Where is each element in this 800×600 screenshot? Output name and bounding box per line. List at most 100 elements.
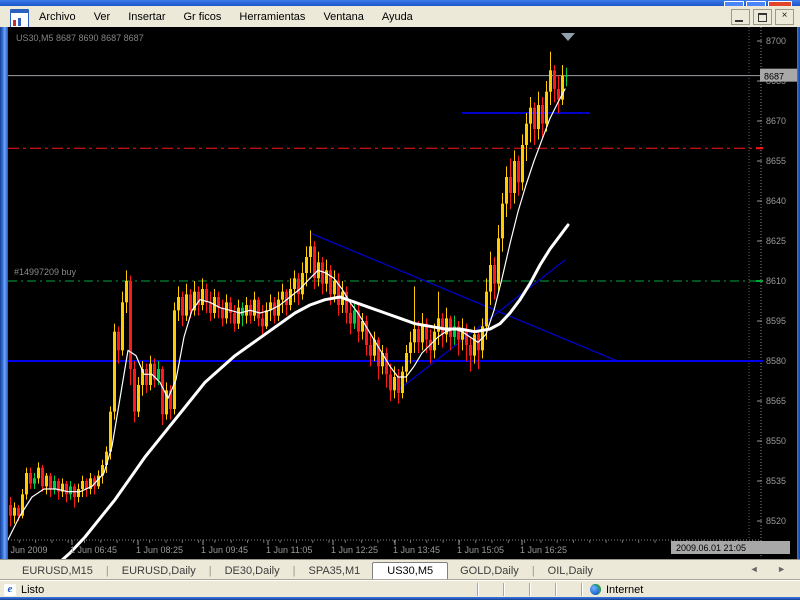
menu-item-ayuda[interactable]: Ayuda: [381, 10, 413, 23]
chart-header-quote: US30,M5 8687 8690 8687 8687: [16, 33, 144, 43]
menu-item-archivo[interactable]: Archivo: [39, 10, 76, 23]
status-left-panel: e Listo: [0, 583, 476, 596]
candle-body: [269, 302, 272, 311]
slow-ma: [59, 223, 570, 560]
candle-body: [565, 75, 568, 77]
candle-body: [353, 310, 356, 324]
candle-body: [337, 281, 340, 305]
candle-body: [509, 177, 512, 193]
menu-item-ventana[interactable]: Ventana: [323, 10, 364, 23]
price-tick-label: 8565: [766, 396, 786, 406]
candle-body: [345, 291, 348, 313]
candle-body: [33, 478, 36, 484]
candle-body: [537, 105, 540, 129]
candle-body: [393, 377, 396, 391]
tab-eurusd-m15[interactable]: EURUSD,M15: [22, 565, 93, 577]
menu-bar: Archivo Ver Insertar Gr ficos Herramientas Ve…: [0, 6, 800, 28]
candle-body: [489, 265, 492, 292]
candle-body: [189, 294, 192, 311]
window-border-left: [0, 27, 8, 559]
candle-body: [373, 339, 376, 356]
candle-body: [153, 363, 156, 380]
candle-body: [497, 238, 500, 284]
candle-body: [145, 369, 148, 385]
tab-de30-daily[interactable]: DE30,Daily: [224, 565, 280, 577]
price-tick-label: 8595: [766, 316, 786, 326]
time-tick-label: 1 Jun 08:25: [136, 545, 183, 555]
candle-body: [181, 297, 184, 316]
candle-body: [89, 478, 92, 489]
window-border-right: [797, 27, 800, 559]
tab-separator: |: [105, 564, 109, 577]
candle-body: [85, 481, 88, 489]
tab-gold-daily[interactable]: GOLD,Daily: [460, 565, 519, 577]
candle-body: [93, 478, 96, 487]
candle-body: [301, 273, 304, 295]
time-tick-label: 1 Jun 06:45: [70, 545, 117, 555]
candle-body: [325, 270, 328, 284]
candle-body: [445, 318, 448, 335]
window-border-bottom: [0, 597, 800, 600]
candle-body: [521, 145, 524, 183]
current-price-badge: [760, 68, 797, 82]
mdi-close-button[interactable]: ×: [775, 9, 794, 25]
status-text: Listo: [21, 583, 45, 596]
menu-item-gr-ficos[interactable]: Gr ficos: [183, 10, 222, 23]
mdi-minimize-button[interactable]: [731, 9, 750, 25]
candle-body: [221, 307, 224, 319]
candle-body: [125, 281, 128, 303]
candle-body: [357, 310, 360, 332]
candle-body: [225, 302, 228, 319]
candle-body: [361, 321, 364, 332]
candle-body: [369, 345, 372, 356]
candle-body: [525, 123, 528, 145]
candle-body: [265, 310, 268, 327]
candle-body: [109, 411, 112, 452]
tab-spa35-m1[interactable]: SPA35,M1: [308, 565, 361, 577]
mdi-restore-button[interactable]: [753, 9, 772, 25]
fast-ma: [7, 88, 566, 541]
candle-body: [37, 467, 40, 479]
candle-body: [177, 297, 180, 311]
candle-body: [81, 481, 84, 489]
internet-zone-label: Internet: [606, 583, 644, 596]
candle-body: [421, 323, 424, 343]
candle-body: [305, 257, 308, 273]
candle-body: [333, 281, 336, 295]
candle-body: [253, 299, 256, 316]
candle-body: [77, 489, 80, 497]
candle-body: [473, 334, 476, 356]
chart-tabs: EURUSD,M15 | EURUSD,Daily | DE30,Daily | SPA35…: [10, 560, 605, 581]
candle-body: [517, 161, 520, 183]
candle-body: [97, 475, 100, 487]
candle-body: [229, 302, 232, 313]
menu-item-ver[interactable]: Ver: [93, 10, 111, 23]
tab-separator: |: [531, 564, 535, 577]
candle-body: [41, 467, 44, 487]
candle-body: [545, 91, 548, 124]
tab-us30-m5[interactable]: US30,M5: [372, 562, 449, 580]
mdi-window-controls: ×: [731, 9, 794, 25]
tab-scroll-arrows[interactable]: ◄ ►: [749, 564, 794, 574]
time-badge: [671, 541, 790, 554]
chart-background: [8, 27, 797, 559]
internet-globe-icon: [590, 584, 601, 595]
tab-oil-daily[interactable]: OIL,Daily: [547, 565, 593, 577]
candle-body: [465, 329, 468, 345]
chart-canvas[interactable]: 8700868586708655864086258610859585808565…: [0, 27, 800, 560]
candle-body: [401, 371, 404, 393]
candle-body: [533, 107, 536, 129]
candle-body: [133, 369, 136, 412]
tab-eurusd-daily[interactable]: EURUSD,Daily: [121, 565, 196, 577]
candle-body: [169, 390, 172, 409]
candle-body: [57, 481, 60, 492]
candle-body: [513, 161, 516, 193]
price-tick-label: 8535: [766, 476, 786, 486]
candle-body: [561, 75, 564, 100]
chart-window-icon[interactable]: [10, 9, 29, 28]
candle-body: [277, 299, 280, 316]
candle-body: [273, 302, 276, 316]
menu-item-insertar[interactable]: Insertar: [128, 10, 166, 23]
menu-item-herramientas[interactable]: Herramientas: [239, 10, 306, 23]
browser-icon: e: [4, 583, 16, 596]
